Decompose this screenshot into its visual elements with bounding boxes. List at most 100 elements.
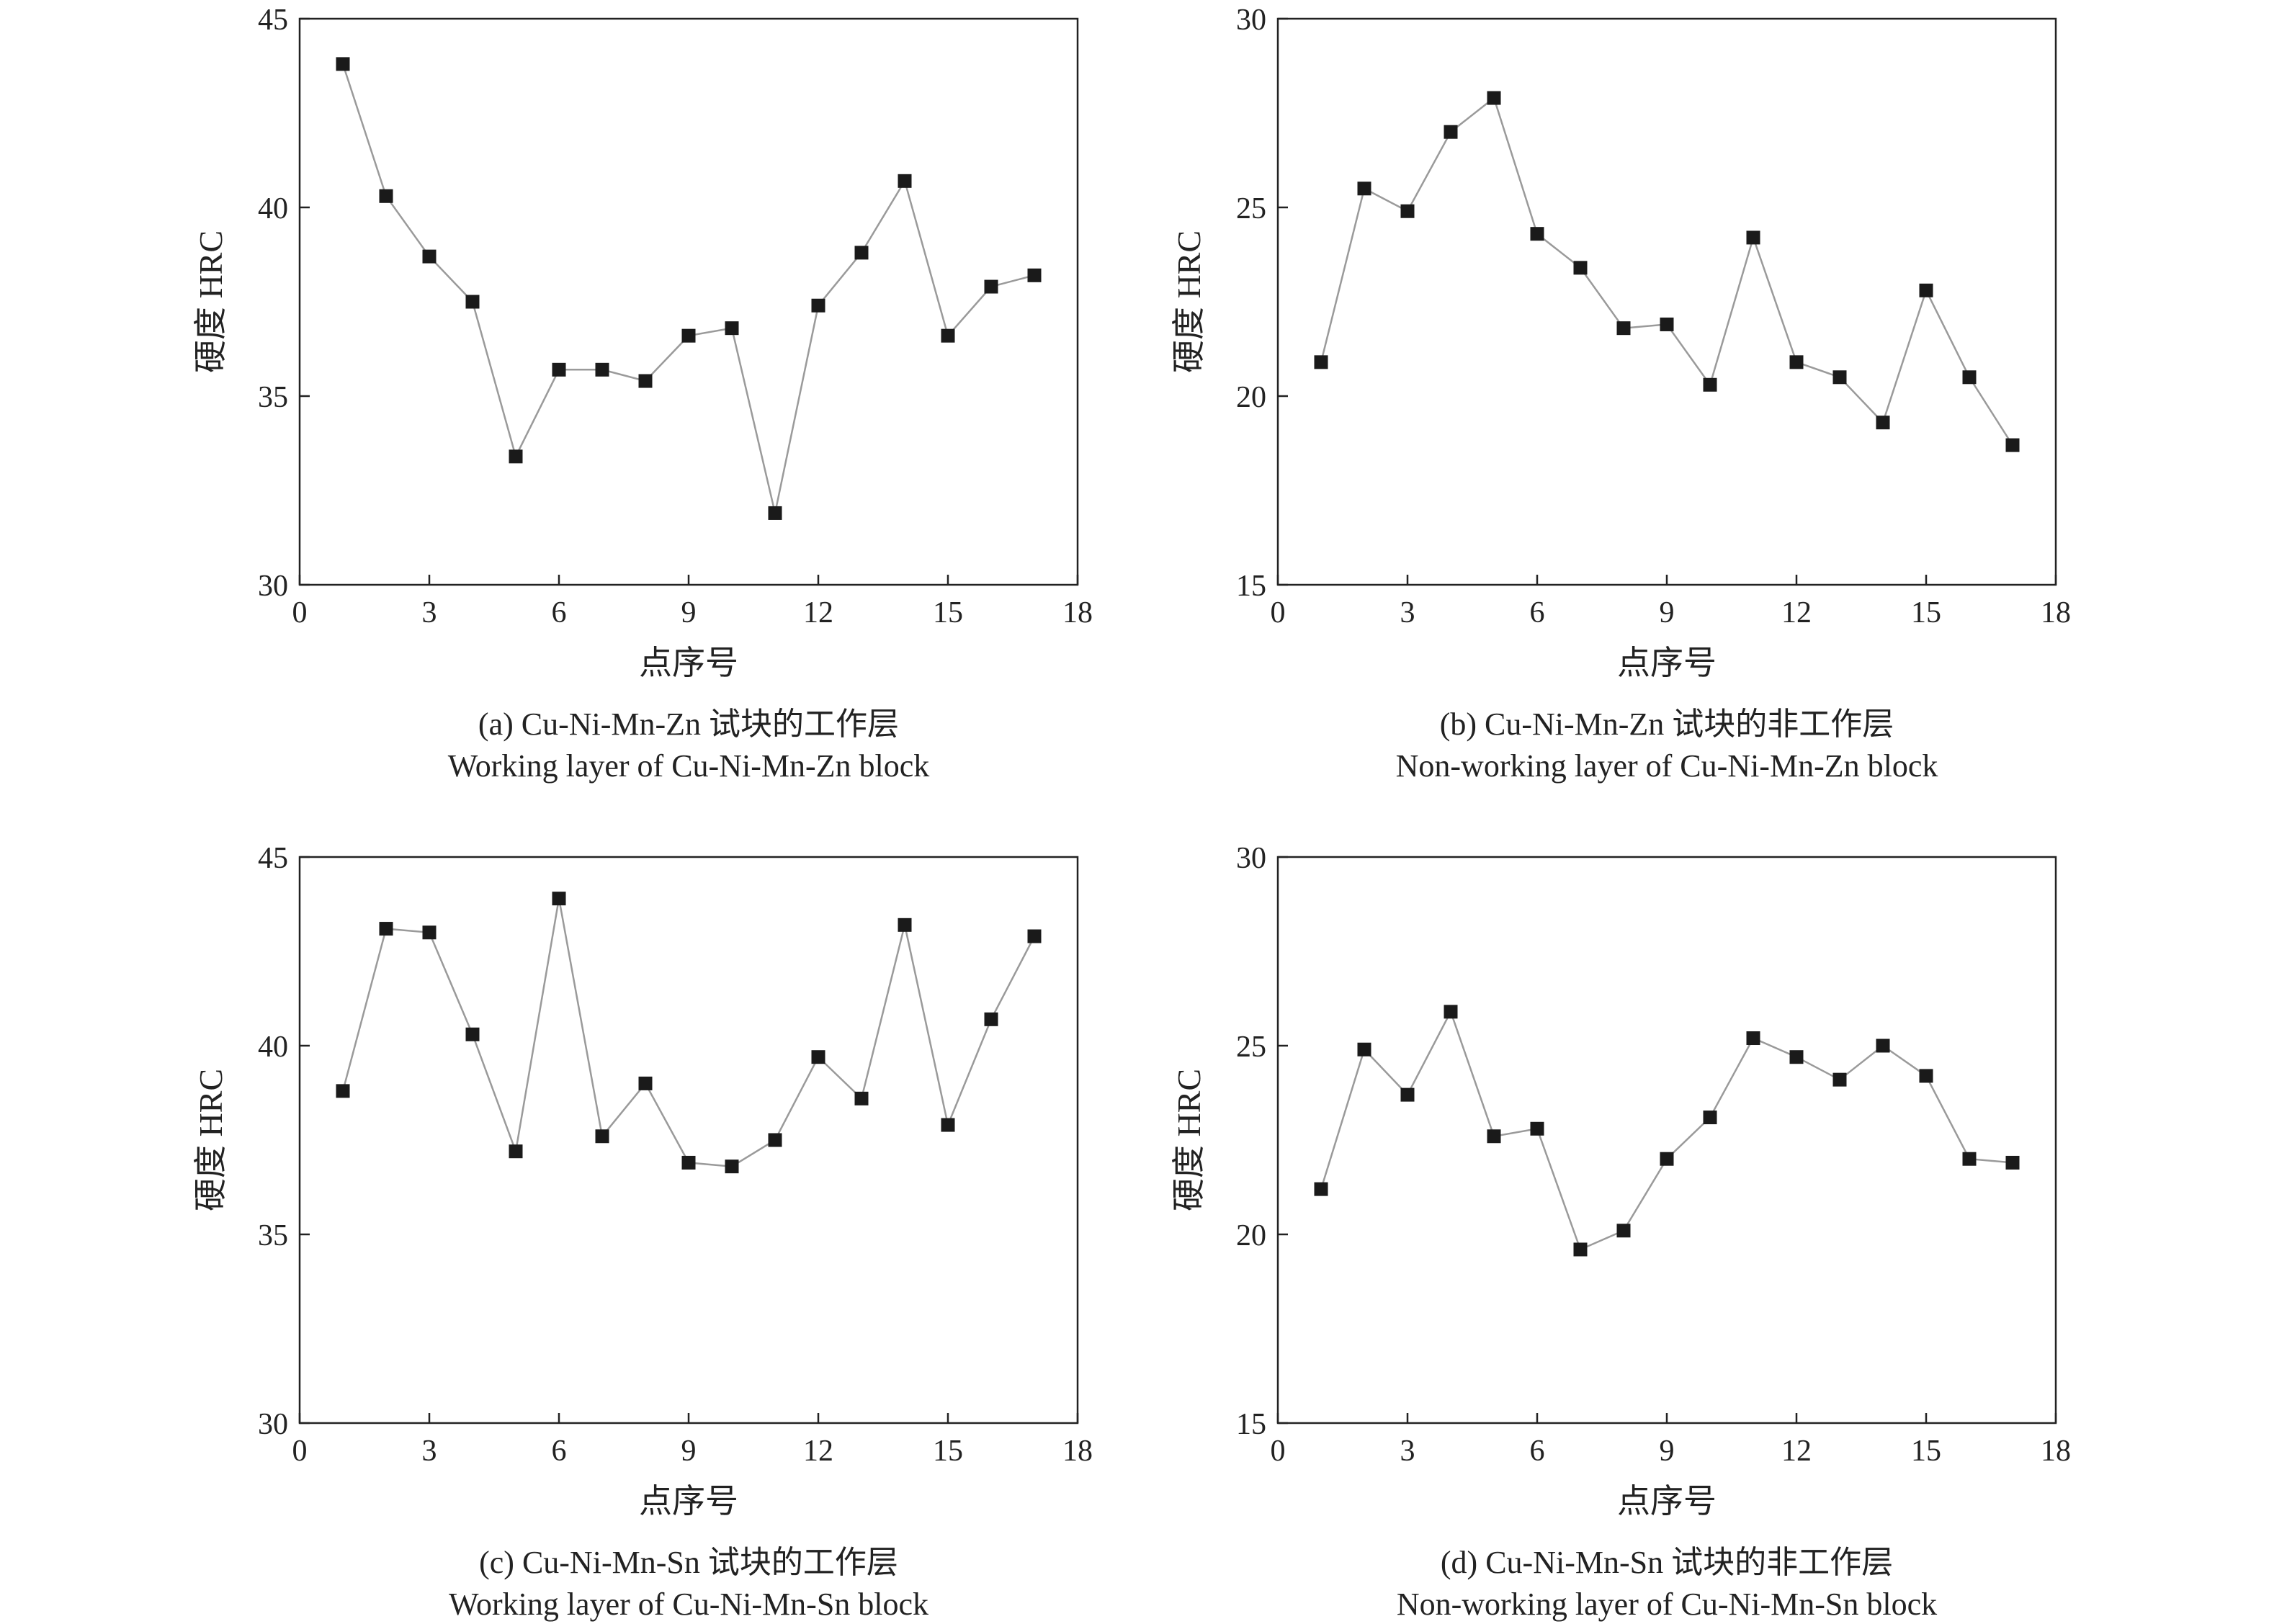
y-tick-label: 30	[1236, 4, 1266, 37]
data-point	[1616, 321, 1631, 336]
y-axis-label: 硬度 HRC	[192, 1069, 229, 1211]
x-axis-label: 点序号	[639, 1483, 738, 1520]
data-point	[941, 328, 955, 343]
data-point	[1789, 1050, 1804, 1064]
x-tick-label: 18	[2041, 1435, 2071, 1468]
data-point	[1357, 181, 1371, 196]
data-point	[2005, 1155, 2020, 1170]
plot-frame	[298, 17, 1079, 586]
caption-en: Working layer of Cu-Ni-Mn-Sn block	[449, 1587, 928, 1622]
series-line	[1320, 1009, 2013, 1251]
x-tick-label: 6	[1530, 1435, 1545, 1468]
chart-panel-c: 0 3 6 9 12 15 18 30 35 40 45 点序号 硬度 HRC (c) Cu-Ni-Mn-…	[192, 842, 1093, 1622]
data-point	[1919, 1069, 1933, 1083]
data-point	[1789, 355, 1804, 369]
x-axis-label: 点序号	[1617, 645, 1717, 681]
data-point	[1530, 227, 1544, 241]
caption-cn: (c) Cu-Ni-Mn-Sn 试块的工作层	[479, 1545, 898, 1580]
data-point	[1876, 1038, 1890, 1053]
data-point	[984, 279, 998, 294]
y-tick-label: 45	[258, 842, 288, 875]
data-point	[465, 1027, 480, 1041]
y-tick-label: 40	[258, 192, 288, 225]
series-line	[341, 63, 1035, 513]
x-tick-label: 12	[1781, 596, 1812, 629]
y-tick-label: 35	[258, 381, 288, 414]
chart-panel-b: 0 3 6 9 12 15 18 15 20 25 30 点序号 硬度 HRC (b) Cu-Ni-Mn-…	[1171, 4, 2071, 784]
series-line	[341, 898, 1036, 1167]
data-point	[1660, 317, 1674, 331]
plot-frame	[298, 856, 1079, 1425]
caption-en: Non-working layer of Cu-Ni-Mn-Zn block	[1396, 748, 1938, 784]
data-point	[1573, 1242, 1588, 1257]
chart-panel-d: 0 3 6 9 12 15 18 15 20 25 30 点序号 硬度 HRC (d) Cu-Ni-Mn-…	[1171, 842, 2071, 1622]
data-point	[1832, 1072, 1847, 1087]
data-point	[1314, 355, 1328, 369]
data-point	[1314, 1182, 1328, 1196]
x-tick-label: 3	[1400, 596, 1415, 629]
data-point	[422, 925, 437, 940]
data-point	[725, 321, 739, 336]
x-tick-label: 9	[681, 596, 697, 629]
data-point	[1487, 91, 1501, 105]
x-tick-label: 9	[681, 1435, 697, 1468]
y-tick-label: 35	[258, 1219, 288, 1252]
data-point	[379, 922, 393, 936]
x-tick-label: 18	[1062, 596, 1093, 629]
data-point	[854, 246, 869, 260]
y-tick-label: 15	[1236, 570, 1266, 603]
x-tick-label: 12	[803, 596, 833, 629]
data-point	[552, 362, 566, 377]
data-point	[1660, 1152, 1674, 1166]
data-point	[1962, 370, 1977, 385]
x-tick-label: 0	[1271, 1435, 1286, 1468]
plot-frame	[1276, 856, 2057, 1425]
x-tick-label: 3	[1400, 1435, 1415, 1468]
data-point	[1616, 1224, 1631, 1238]
x-tick-label: 3	[422, 1435, 437, 1468]
data-point	[1400, 1087, 1415, 1102]
x-axis-label: 点序号	[639, 645, 738, 681]
data-point	[941, 1118, 955, 1132]
data-point	[1027, 268, 1042, 282]
data-point	[552, 892, 566, 906]
data-point	[898, 918, 912, 932]
x-tick-label: 0	[292, 1435, 308, 1468]
caption-cn: (a) Cu-Ni-Mn-Zn 试块的工作层	[478, 706, 899, 742]
data-point	[1832, 370, 1847, 385]
data-point	[1400, 204, 1415, 218]
y-tick-label: 25	[1236, 1031, 1266, 1064]
data-point	[1487, 1129, 1501, 1144]
y-tick-label: 45	[258, 4, 288, 37]
data-point	[725, 1159, 739, 1174]
plot-frame	[1276, 17, 2057, 586]
x-tick-label: 9	[1660, 596, 1675, 629]
x-tick-label: 9	[1660, 1435, 1675, 1468]
data-point	[768, 1133, 782, 1147]
x-tick-label: 15	[1911, 596, 1941, 629]
data-point	[898, 174, 912, 188]
series-line	[1320, 96, 2014, 446]
y-tick-label: 30	[1236, 842, 1266, 875]
data-point	[811, 298, 825, 313]
data-point	[1357, 1042, 1371, 1057]
data-point	[509, 1144, 523, 1159]
data-point	[1530, 1121, 1544, 1136]
data-point	[1027, 929, 1042, 943]
data-point	[1746, 1031, 1760, 1046]
x-axis-label: 点序号	[1617, 1483, 1717, 1520]
data-point	[1444, 1005, 1458, 1019]
y-tick-label: 30	[258, 1408, 288, 1441]
x-tick-label: 15	[933, 596, 963, 629]
data-point	[681, 328, 696, 343]
data-point	[336, 1084, 350, 1098]
y-axis-label: 硬度 HRC	[1171, 1069, 1207, 1211]
y-axis-label: 硬度 HRC	[1171, 230, 1207, 373]
x-tick-label: 0	[292, 596, 308, 629]
caption-cn: (b) Cu-Ni-Mn-Zn 试块的非工作层	[1440, 706, 1894, 742]
y-tick-label: 20	[1236, 1219, 1266, 1252]
x-tick-label: 3	[422, 596, 437, 629]
data-point	[984, 1012, 998, 1026]
data-point	[768, 506, 782, 520]
